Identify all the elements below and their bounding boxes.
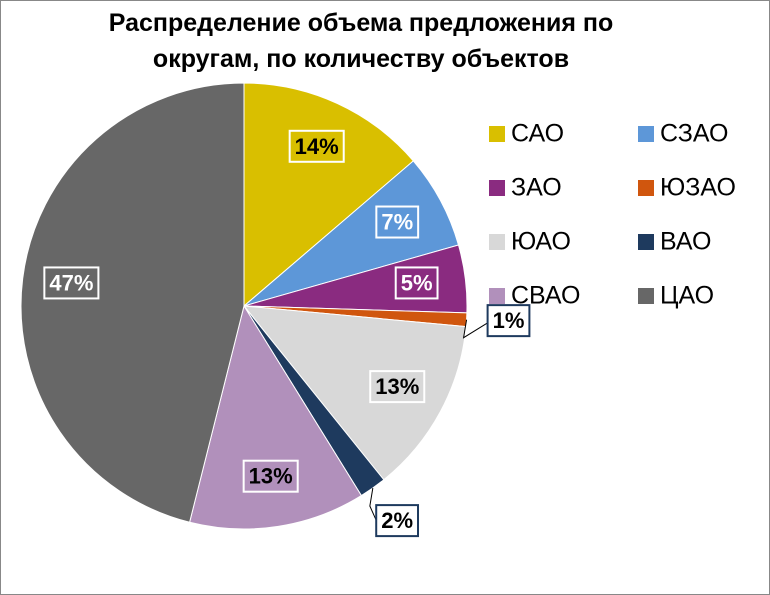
label-box: [486, 304, 531, 338]
pie-slice: [242, 305, 467, 481]
legend-label: СЗАО: [660, 120, 728, 148]
data-label: 13%: [375, 374, 419, 399]
pie-slice: [243, 82, 415, 308]
legend-label: СВАО: [511, 282, 580, 310]
legend-label: ЮАО: [511, 228, 571, 256]
legend-swatch: [638, 126, 654, 142]
label-box: [369, 370, 426, 404]
legend-swatch: [489, 126, 505, 142]
legend-swatch: [638, 180, 654, 196]
data-label: 14%: [295, 134, 339, 159]
legend-label: ЗАО: [511, 174, 562, 202]
label-box: [43, 266, 100, 300]
label-box: [242, 459, 299, 493]
chart-title: Распределение объема предложения по окру…: [108, 9, 614, 73]
legend-swatch: [638, 288, 654, 304]
data-label: 5%: [401, 270, 433, 295]
legend-swatch: [638, 234, 654, 250]
legend-swatch: [489, 234, 505, 250]
data-label: 1%: [493, 308, 525, 333]
legend-swatch: [489, 180, 505, 196]
legend-label: ВАО: [660, 228, 711, 256]
label-box: [375, 205, 420, 239]
data-label: 47%: [49, 270, 93, 295]
legend-label: САО: [511, 120, 564, 148]
data-label: 2%: [381, 508, 413, 533]
legend-label: ЮЗАО: [660, 174, 736, 202]
label-box: [375, 504, 420, 538]
data-label: 13%: [249, 464, 293, 489]
pie-slice: [189, 304, 363, 530]
leader-line: [462, 319, 489, 339]
legend-label: ЦАО: [660, 282, 714, 310]
legend-swatch: [489, 288, 505, 304]
data-label: 7%: [381, 210, 413, 235]
pie-slice: [20, 82, 245, 523]
leader-line: [369, 487, 378, 523]
label-box: [288, 129, 345, 163]
label-box: [394, 266, 439, 300]
